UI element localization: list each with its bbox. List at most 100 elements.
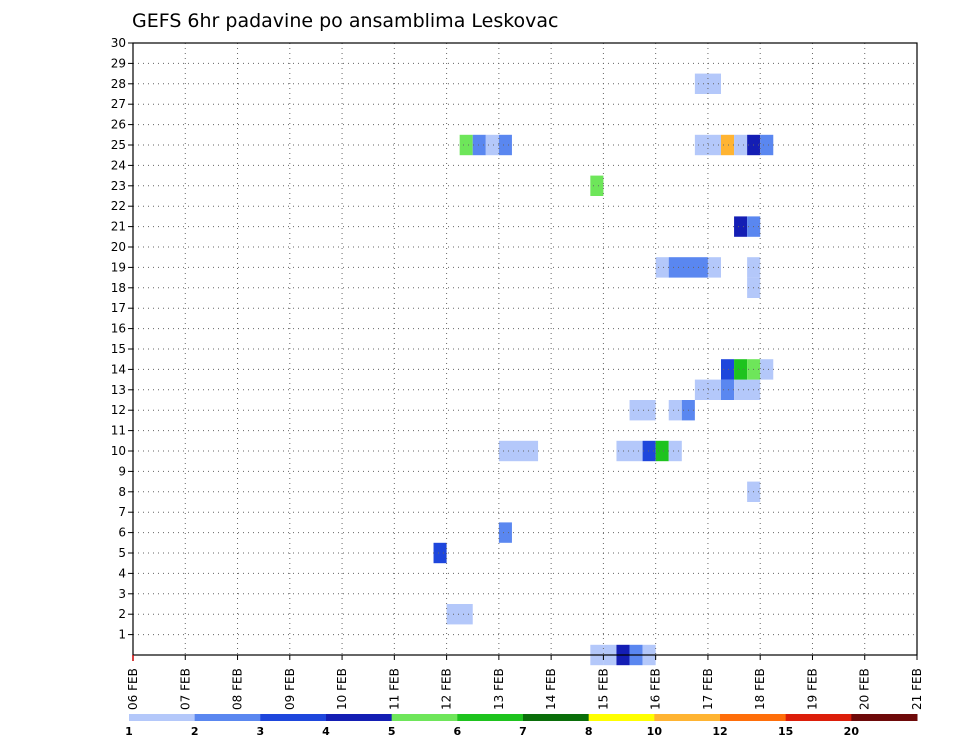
y-tick-label: 21 bbox=[111, 220, 126, 234]
x-tick-label: 17 FEB bbox=[701, 668, 715, 710]
data-cell bbox=[655, 440, 669, 462]
y-tick-label: 17 bbox=[111, 301, 126, 315]
y-tick-label: 25 bbox=[111, 138, 126, 152]
data-cell bbox=[734, 379, 761, 400]
y-tick-label: 19 bbox=[111, 260, 126, 274]
x-tick-label: 15 FEB bbox=[596, 668, 610, 710]
axis-layer: 1234567891011121314151617181920212223242… bbox=[111, 36, 924, 710]
data-cell bbox=[668, 440, 682, 462]
data-cell bbox=[734, 216, 748, 237]
colorbar-label: 4 bbox=[322, 725, 330, 738]
y-tick-label: 29 bbox=[111, 56, 126, 70]
y-tick-label: 4 bbox=[118, 566, 126, 580]
data-cell bbox=[694, 379, 721, 400]
plot-frame bbox=[132, 42, 918, 656]
colorbar-swatch bbox=[129, 714, 196, 721]
y-tick-label: 30 bbox=[111, 36, 126, 50]
data-cell bbox=[734, 359, 748, 380]
data-cell bbox=[721, 134, 735, 156]
colorbar-label: 6 bbox=[454, 725, 462, 738]
data-cell bbox=[459, 134, 473, 156]
x-tick-label: 06 FEB bbox=[126, 668, 140, 710]
colorbar-swatch bbox=[720, 714, 787, 721]
data-cell bbox=[721, 379, 735, 400]
x-tick-label: 19 FEB bbox=[805, 668, 819, 710]
colorbar-label: 12 bbox=[712, 725, 727, 738]
data-cell bbox=[760, 359, 774, 380]
y-tick-label: 26 bbox=[111, 118, 126, 132]
y-tick-label: 27 bbox=[111, 97, 126, 111]
grid-layer bbox=[133, 43, 917, 655]
data-cell bbox=[485, 134, 499, 156]
y-tick-label: 24 bbox=[111, 158, 126, 172]
data-cell bbox=[616, 440, 643, 462]
y-tick-label: 20 bbox=[111, 240, 126, 254]
colorbar-swatch bbox=[260, 714, 327, 721]
colorbar-swatch bbox=[326, 714, 393, 721]
colorbar-swatch bbox=[588, 714, 655, 721]
y-tick-label: 22 bbox=[111, 199, 126, 213]
y-tick-label: 14 bbox=[111, 362, 126, 376]
y-tick-label: 18 bbox=[111, 281, 126, 295]
data-cell bbox=[642, 440, 656, 462]
colorbar: 1 2 3 4 5 6 7 8 10 12 15 20 bbox=[125, 714, 918, 738]
data-cell bbox=[629, 400, 656, 421]
y-tick-label: 2 bbox=[118, 607, 126, 621]
y-tick-label: 13 bbox=[111, 383, 126, 397]
y-tick-label: 23 bbox=[111, 179, 126, 193]
data-cell bbox=[668, 400, 682, 421]
y-tick-label: 8 bbox=[118, 485, 126, 499]
x-tick-label: 10 FEB bbox=[335, 668, 349, 710]
colorbar-swatch bbox=[654, 714, 721, 721]
data-cell bbox=[498, 522, 512, 543]
y-tick-label: 15 bbox=[111, 342, 126, 356]
data-cell bbox=[760, 134, 774, 156]
y-tick-label: 16 bbox=[111, 322, 126, 336]
colorbar-label: 3 bbox=[257, 725, 265, 738]
data-cell bbox=[707, 257, 721, 278]
data-cell bbox=[721, 359, 735, 380]
y-tick-label: 12 bbox=[111, 403, 126, 417]
y-tick-label: 10 bbox=[111, 444, 126, 458]
y-tick-label: 5 bbox=[118, 546, 126, 560]
y-tick-label: 6 bbox=[118, 526, 126, 540]
y-tick-label: 7 bbox=[118, 505, 126, 519]
data-cell bbox=[472, 134, 486, 156]
x-tick-label: 21 FEB bbox=[910, 668, 924, 710]
y-tick-label: 9 bbox=[118, 464, 126, 478]
colorbar-label: 15 bbox=[778, 725, 793, 738]
colorbar-label: 20 bbox=[844, 725, 860, 738]
colorbar-swatch bbox=[457, 714, 524, 721]
x-tick-label: 08 FEB bbox=[231, 668, 245, 710]
x-tick-label: 12 FEB bbox=[440, 668, 454, 710]
colorbar-label: 1 bbox=[125, 725, 133, 738]
data-cell bbox=[498, 134, 512, 156]
colorbar-swatch bbox=[523, 714, 590, 721]
colorbar-label: 5 bbox=[388, 725, 396, 738]
x-tick-label: 14 FEB bbox=[544, 668, 558, 710]
colorbar-label: 2 bbox=[191, 725, 199, 738]
chart-title: GEFS 6hr padavine po ansamblima Leskovac bbox=[132, 10, 559, 32]
data-cell bbox=[734, 134, 748, 156]
x-tick-label: 09 FEB bbox=[283, 668, 297, 710]
colorbar-label: 7 bbox=[519, 725, 527, 738]
y-tick-label: 28 bbox=[111, 77, 126, 91]
x-tick-label: 18 FEB bbox=[753, 668, 767, 710]
data-cell bbox=[590, 175, 604, 196]
x-tick-label: 16 FEB bbox=[649, 668, 663, 710]
data-cell bbox=[655, 257, 669, 278]
x-tick-label: 13 FEB bbox=[492, 668, 506, 710]
colorbar-label: 10 bbox=[647, 725, 663, 738]
x-tick-label: 07 FEB bbox=[178, 668, 192, 710]
y-tick-label: 11 bbox=[111, 424, 126, 438]
colorbar-swatch bbox=[785, 714, 852, 721]
y-tick-label: 1 bbox=[118, 628, 126, 642]
colorbar-swatch bbox=[194, 714, 261, 721]
colorbar-swatch bbox=[851, 714, 918, 721]
data-cell bbox=[433, 542, 447, 564]
data-cell bbox=[446, 604, 473, 625]
colorbar-swatch bbox=[391, 714, 458, 721]
x-tick-label: 20 FEB bbox=[858, 668, 872, 710]
x-tick-label: 11 FEB bbox=[387, 668, 401, 710]
